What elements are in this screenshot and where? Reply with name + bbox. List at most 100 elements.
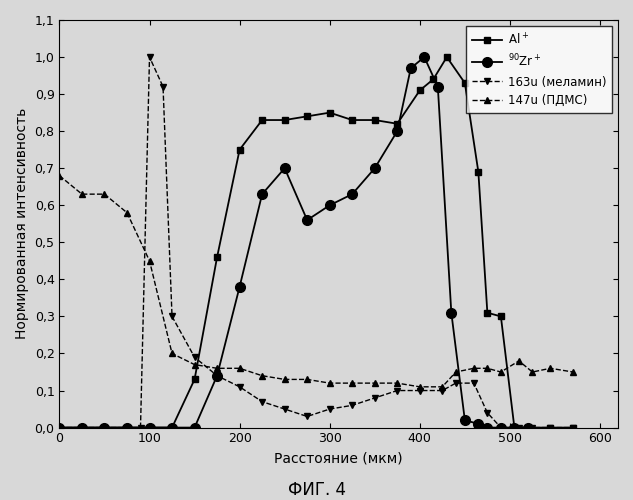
147u (ПДМС)	[569, 369, 577, 375]
147u (ПДМС)	[281, 376, 289, 382]
147u (ПДМС)	[101, 191, 108, 197]
163u (меламин)	[515, 424, 523, 430]
147u (ПДМС)	[470, 366, 478, 372]
147u (ПДМС)	[236, 366, 244, 372]
163u (меламин)	[258, 398, 266, 404]
$^{90}$Zr$^+$	[461, 417, 468, 423]
147u (ПДМС)	[303, 376, 311, 382]
147u (ПДМС)	[78, 191, 85, 197]
Al$^+$	[511, 424, 518, 430]
163u (меламин)	[529, 424, 536, 430]
Al$^+$	[236, 146, 244, 152]
163u (меламин)	[394, 388, 401, 394]
Al$^+$	[101, 424, 108, 430]
Al$^+$	[547, 424, 555, 430]
147u (ПДМС)	[123, 210, 131, 216]
Al$^+$	[123, 424, 131, 430]
$^{90}$Zr$^+$	[191, 424, 198, 430]
147u (ПДМС)	[439, 384, 446, 390]
163u (меламин)	[191, 354, 198, 360]
147u (ПДМС)	[191, 362, 198, 368]
147u (ПДМС)	[452, 369, 460, 375]
163u (меламин)	[484, 410, 491, 416]
Al$^+$	[326, 110, 334, 116]
$^{90}$Zr$^+$	[475, 421, 482, 427]
Line: $^{90}$Zr$^+$: $^{90}$Zr$^+$	[54, 52, 533, 432]
163u (меламин)	[281, 406, 289, 412]
163u (меламин)	[168, 314, 176, 320]
$^{90}$Zr$^+$	[168, 424, 176, 430]
147u (ПДМС)	[348, 380, 356, 386]
$^{90}$Zr$^+$	[371, 165, 379, 171]
$^{90}$Zr$^+$	[511, 424, 518, 430]
$^{90}$Zr$^+$	[484, 424, 491, 430]
$^{90}$Zr$^+$	[258, 191, 266, 197]
$^{90}$Zr$^+$	[123, 424, 131, 430]
Al$^+$	[497, 314, 505, 320]
Al$^+$	[524, 424, 532, 430]
$^{90}$Zr$^+$	[326, 202, 334, 208]
Line: Al$^+$: Al$^+$	[56, 54, 577, 431]
Al$^+$	[475, 169, 482, 175]
163u (меламин)	[213, 372, 221, 378]
163u (меламин)	[416, 388, 423, 394]
Al$^+$	[443, 54, 451, 60]
Al$^+$	[348, 117, 356, 123]
Al$^+$	[416, 88, 423, 94]
147u (ПДМС)	[484, 366, 491, 372]
147u (ПДМС)	[529, 369, 536, 375]
Al$^+$	[303, 114, 311, 119]
Legend: Al$^+$, $^{90}$Zr$^+$, 163u (меламин), 147u (ПДМС): Al$^+$, $^{90}$Zr$^+$, 163u (меламин), 1…	[467, 26, 612, 114]
Y-axis label: Нормированная интенсивность: Нормированная интенсивность	[15, 108, 29, 340]
$^{90}$Zr$^+$	[420, 54, 428, 60]
X-axis label: Расстояние (мкм): Расстояние (мкм)	[274, 451, 403, 465]
Text: ФИГ. 4: ФИГ. 4	[287, 481, 346, 499]
163u (меламин)	[452, 380, 460, 386]
Line: 147u (ПДМС): 147u (ПДМС)	[56, 172, 577, 390]
147u (ПДМС)	[547, 366, 555, 372]
147u (ПДМС)	[371, 380, 379, 386]
163u (меламин)	[569, 424, 577, 430]
Al$^+$	[430, 76, 437, 82]
147u (ПДМС)	[497, 369, 505, 375]
$^{90}$Zr$^+$	[394, 128, 401, 134]
Al$^+$	[484, 310, 491, 316]
$^{90}$Zr$^+$	[78, 424, 85, 430]
163u (меламин)	[146, 54, 153, 60]
147u (ПДМС)	[168, 350, 176, 356]
$^{90}$Zr$^+$	[497, 424, 505, 430]
$^{90}$Zr$^+$	[407, 65, 415, 71]
Al$^+$	[371, 117, 379, 123]
$^{90}$Zr$^+$	[236, 284, 244, 290]
163u (меламин)	[371, 395, 379, 401]
$^{90}$Zr$^+$	[281, 165, 289, 171]
$^{90}$Zr$^+$	[213, 372, 221, 378]
$^{90}$Zr$^+$	[303, 217, 311, 223]
163u (меламин)	[78, 424, 85, 430]
147u (ПДМС)	[56, 172, 63, 178]
Al$^+$	[258, 117, 266, 123]
Al$^+$	[461, 80, 468, 86]
163u (меламин)	[326, 406, 334, 412]
163u (меламин)	[470, 380, 478, 386]
163u (меламин)	[123, 424, 131, 430]
Al$^+$	[191, 376, 198, 382]
$^{90}$Zr$^+$	[448, 310, 455, 316]
147u (ПДМС)	[394, 380, 401, 386]
Al$^+$	[56, 424, 63, 430]
$^{90}$Zr$^+$	[101, 424, 108, 430]
$^{90}$Zr$^+$	[146, 424, 153, 430]
147u (ПДМС)	[515, 358, 523, 364]
147u (ПДМС)	[146, 258, 153, 264]
163u (меламин)	[137, 424, 144, 430]
$^{90}$Zr$^+$	[56, 424, 63, 430]
$^{90}$Zr$^+$	[348, 191, 356, 197]
163u (меламин)	[547, 424, 555, 430]
147u (ПДМС)	[326, 380, 334, 386]
163u (меламин)	[497, 424, 505, 430]
147u (ПДМС)	[213, 366, 221, 372]
163u (меламин)	[101, 424, 108, 430]
Al$^+$	[569, 424, 577, 430]
147u (ПДМС)	[258, 372, 266, 378]
Al$^+$	[394, 120, 401, 126]
